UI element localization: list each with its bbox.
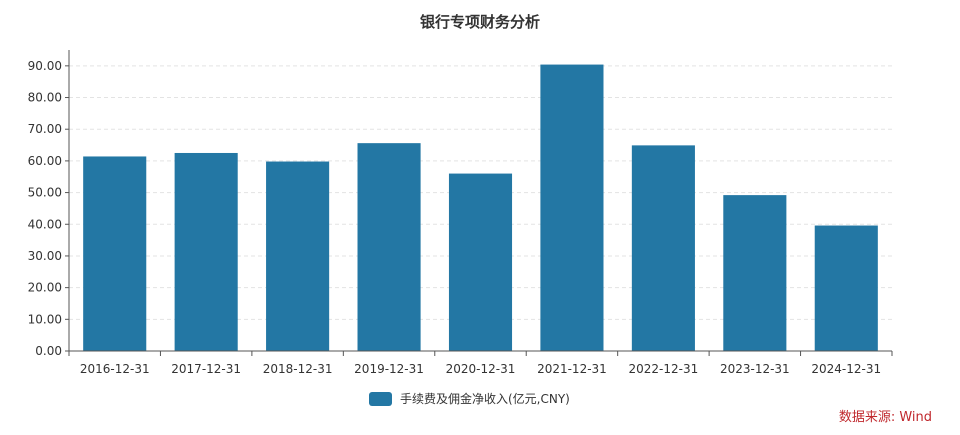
y-tick-label: 0.00 [35, 344, 62, 358]
y-tick-label: 10.00 [28, 312, 62, 326]
x-tick-label: 2024-12-31 [811, 362, 881, 376]
x-tick-label: 2017-12-31 [171, 362, 241, 376]
bar-2016-12-31[interactable] [83, 156, 147, 351]
y-tick-label: 80.00 [28, 91, 62, 105]
bar-2019-12-31[interactable] [357, 143, 421, 351]
bar-2022-12-31[interactable] [631, 145, 695, 351]
x-tick-label: 2019-12-31 [354, 362, 424, 376]
y-tick-label: 60.00 [28, 154, 62, 168]
legend[interactable]: 手续费及佣金净收入(亿元,CNY) [369, 391, 570, 406]
bar-2020-12-31[interactable] [448, 173, 513, 351]
y-tick-label: 70.00 [28, 122, 62, 136]
x-tick-label: 2021-12-31 [537, 362, 607, 376]
x-tick-label: 2022-12-31 [629, 362, 699, 376]
x-tick-label: 2018-12-31 [263, 362, 333, 376]
y-axis: 0.00 10.00 20.00 30.00 40.00 50.00 60.00 70.00 8… [28, 50, 70, 358]
y-tick-label: 30.00 [28, 249, 62, 263]
y-tick-label: 40.00 [28, 217, 62, 231]
bar-2024-12-31[interactable] [814, 225, 878, 351]
bar-2018-12-31[interactable] [266, 161, 330, 351]
x-axis: 2016-12-31 2017-12-31 2018-12-31 2019-12-31… [68, 350, 893, 376]
legend-swatch[interactable] [369, 392, 392, 406]
bar-2021-12-31[interactable] [540, 64, 604, 351]
data-source-note: 数据来源: Wind [839, 410, 932, 425]
bars-group [83, 64, 878, 351]
x-tick-label: 2023-12-31 [720, 362, 790, 376]
chart-title: 银行专项财务分析 [420, 13, 540, 31]
x-tick-label: 2016-12-31 [80, 362, 150, 376]
y-tick-label: 20.00 [28, 281, 62, 295]
x-tick-label: 2020-12-31 [446, 362, 516, 376]
legend-label[interactable]: 手续费及佣金净收入(亿元,CNY) [400, 391, 570, 406]
y-tick-label: 90.00 [28, 59, 62, 73]
y-tick-label: 50.00 [28, 186, 62, 200]
bar-2023-12-31[interactable] [723, 195, 787, 351]
bar-2017-12-31[interactable] [174, 152, 238, 351]
